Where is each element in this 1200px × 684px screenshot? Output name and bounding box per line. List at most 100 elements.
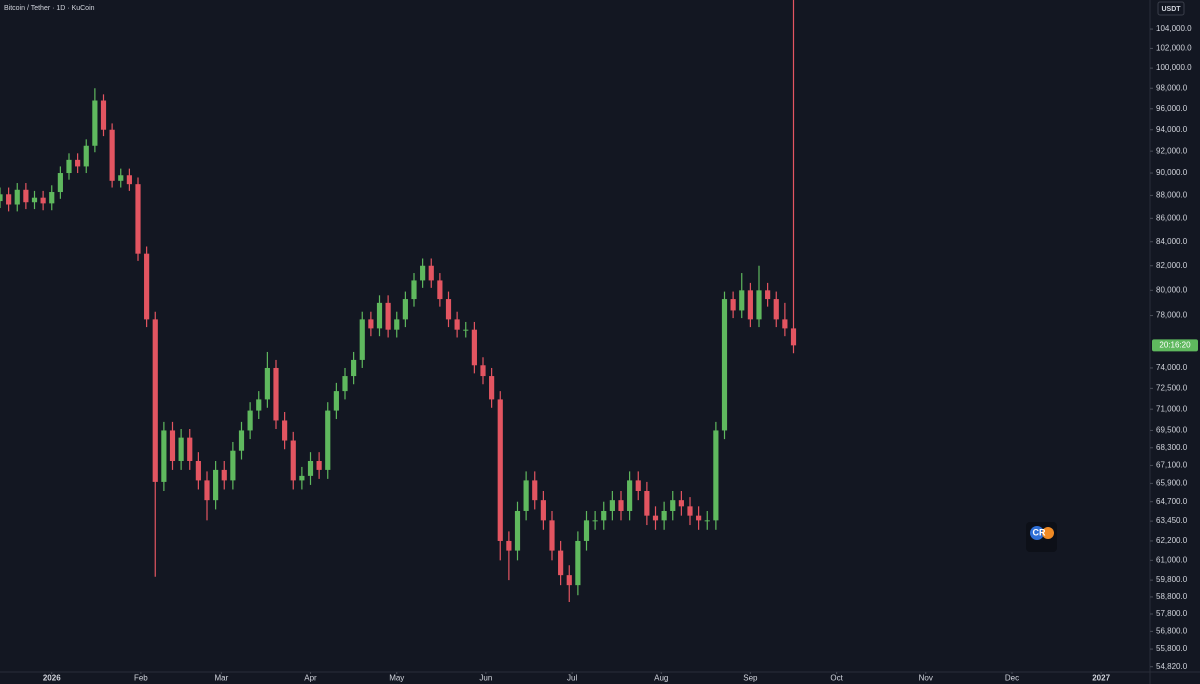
candle-body (627, 480, 633, 511)
y-tick-label: 65,900.0 (1156, 479, 1188, 488)
candle-body (256, 399, 262, 411)
candle-body (92, 100, 98, 146)
candle-body (420, 265, 426, 281)
candle-body (644, 490, 650, 516)
candle-body (489, 376, 495, 400)
candle-body (195, 460, 201, 481)
candle-body (463, 329, 469, 331)
y-tick-label: 68,300.0 (1156, 443, 1188, 452)
candle-body (558, 550, 564, 576)
candle-body (747, 290, 753, 320)
chart-title: Bitcoin / Tether · 1D · KuCoin (4, 5, 95, 12)
candle-body (49, 192, 55, 204)
candle-body (773, 299, 779, 320)
candle-body (661, 510, 667, 521)
candle-body (307, 460, 314, 476)
candle-body (144, 253, 150, 320)
candle-body (696, 515, 702, 521)
x-tick-label: Jul (567, 674, 577, 683)
y-tick-label: 61,000.0 (1156, 555, 1188, 564)
y-tick-label: 88,000.0 (1156, 191, 1188, 200)
candle-body (618, 500, 624, 511)
candle-body (575, 540, 581, 586)
plot-area (0, 0, 797, 603)
currency-label[interactable]: USDT (1161, 6, 1181, 13)
candle-body (0, 194, 3, 202)
candle-body (713, 430, 719, 521)
countdown-box (1152, 339, 1198, 352)
candle-body (540, 500, 546, 521)
candle-body (66, 159, 72, 174)
candle-body (756, 290, 762, 320)
candle-body (437, 280, 443, 300)
candle-body (687, 506, 693, 516)
candle-body (221, 469, 227, 481)
candle-body (532, 480, 538, 501)
candle-body (721, 299, 728, 431)
y-tick-label: 69,500.0 (1156, 426, 1188, 435)
candle-body (100, 100, 107, 130)
watermark-circle (1030, 526, 1044, 540)
currency-box[interactable] (1157, 1, 1185, 16)
y-tick-label: 56,800.0 (1156, 626, 1188, 635)
y-tick-label: 98,000.0 (1156, 83, 1188, 92)
x-tick-label: Nov (919, 674, 933, 683)
y-tick-label: 90,000.0 (1156, 168, 1188, 177)
candle-body (765, 290, 771, 300)
y-tick-label: 55,800.0 (1156, 644, 1188, 653)
candle-body (6, 194, 12, 205)
candle-body (730, 299, 736, 311)
candle-body (523, 480, 529, 511)
candle-body (351, 359, 357, 377)
candle-body (118, 175, 124, 181)
candle-body (739, 290, 745, 311)
y-tick-label: 72,500.0 (1156, 383, 1188, 392)
candle-body (161, 430, 167, 482)
candle-body (342, 376, 348, 392)
watermark-text: CR (1033, 527, 1046, 537)
candle-body (316, 460, 322, 470)
x-tick-label: Feb (134, 674, 148, 683)
candle-body (333, 391, 339, 411)
y-tick-label: 58,800.0 (1156, 592, 1188, 601)
axes: 54,820.0 55,800.0 56,800.0 57,800.0 58,800.0… (43, 24, 1198, 683)
candle-body (678, 500, 684, 507)
x-tick-label: Mar (214, 674, 228, 683)
y-tick-label: 96,000.0 (1156, 104, 1188, 113)
x-tick-label: 2026 (43, 674, 61, 683)
y-tick-label: 78,000.0 (1156, 311, 1188, 320)
x-tick-label: Oct (830, 674, 843, 683)
candle-body (359, 319, 365, 360)
candle-body (83, 145, 89, 167)
y-tick-label: 82,000.0 (1156, 261, 1188, 270)
candle-body (273, 367, 279, 421)
candle-body (299, 475, 305, 481)
y-tick-label: 62,200.0 (1156, 536, 1188, 545)
candle-body (57, 173, 63, 193)
candle-body (635, 480, 641, 491)
x-tick-label: Sep (743, 674, 758, 683)
y-tick-label: 104,000.0 (1156, 24, 1192, 33)
y-tick-label: 94,000.0 (1156, 125, 1188, 134)
candle-body (238, 430, 245, 451)
candle-body (126, 175, 132, 185)
candle-body (454, 319, 460, 330)
y-tick-label: 80,000.0 (1156, 285, 1188, 294)
candle-body (411, 280, 417, 300)
candle-body (497, 399, 503, 541)
candle-body (566, 575, 572, 586)
candle-body (204, 480, 210, 501)
candle-body (75, 159, 81, 167)
candle-body (601, 510, 607, 521)
candle-body (109, 129, 115, 181)
candle-body (282, 420, 288, 441)
candle-body (445, 299, 452, 320)
x-tick-label: Aug (654, 674, 668, 683)
candle-body (592, 520, 598, 522)
candle-body (394, 319, 400, 330)
x-tick-label: 2027 (1092, 674, 1110, 683)
candle-body (135, 184, 141, 254)
watermark: CR (1026, 522, 1057, 552)
candle-body (609, 500, 615, 511)
